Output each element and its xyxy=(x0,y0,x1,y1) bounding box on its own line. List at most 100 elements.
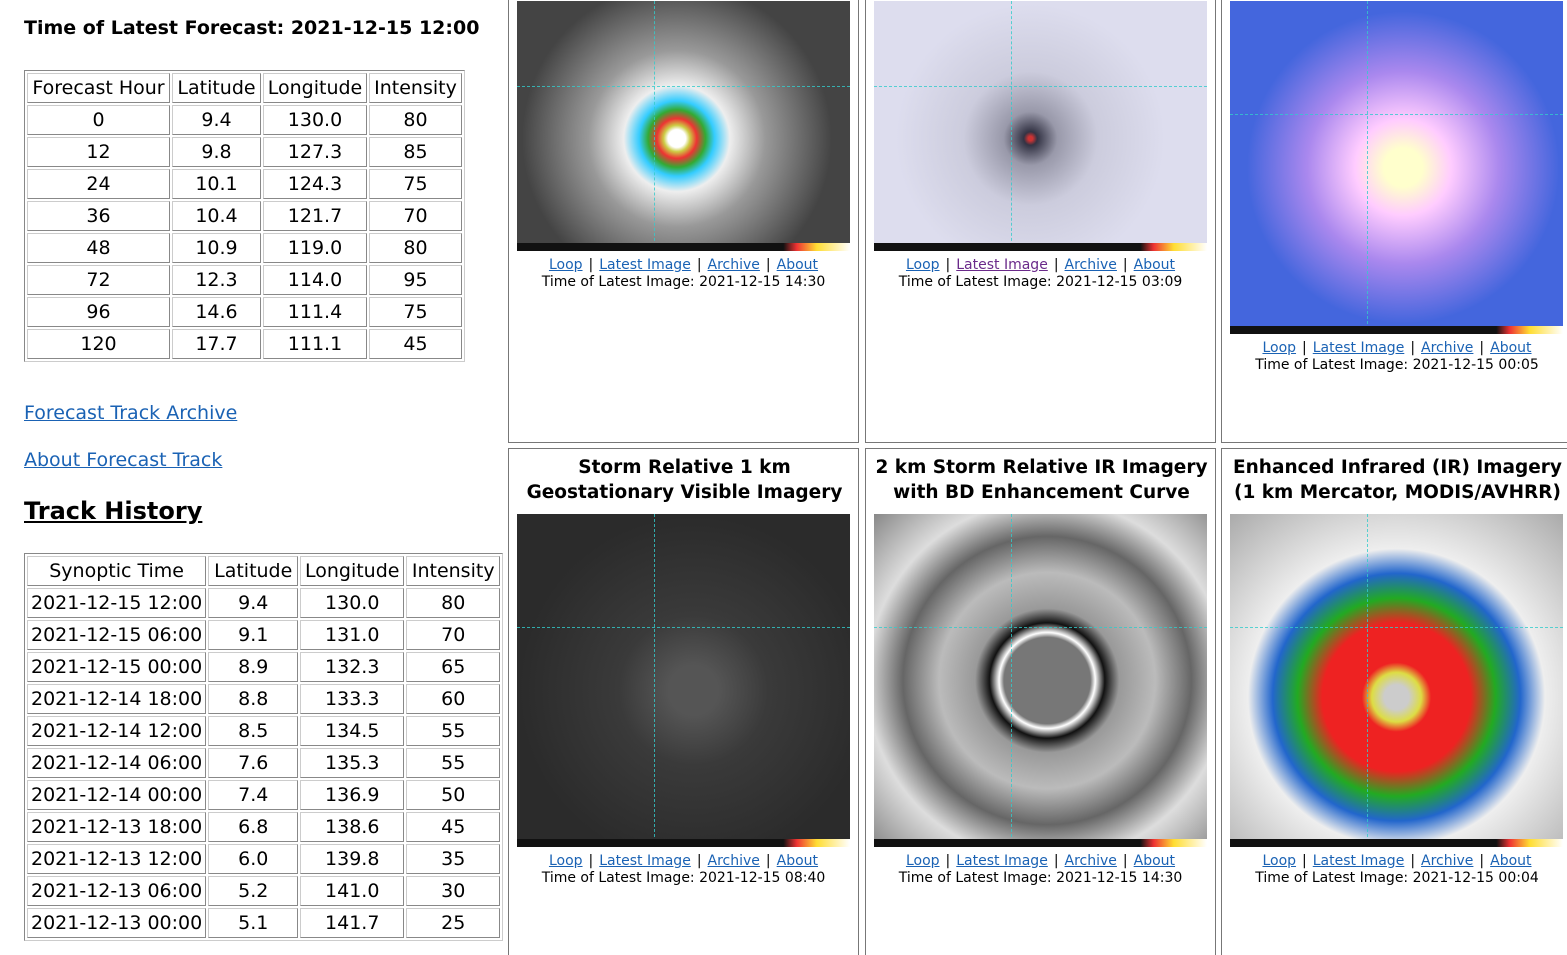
table-cell: 75 xyxy=(369,297,462,327)
table-row: 2021-12-13 06:00 5.2 141.0 30 xyxy=(27,876,501,906)
table-cell: 2021-12-14 00:00 xyxy=(27,780,207,810)
table-row: 2021-12-15 00:00 8.9 132.3 65 xyxy=(27,652,501,682)
table-cell: 45 xyxy=(406,812,501,842)
table-cell: 30 xyxy=(406,876,501,906)
satellite-image[interactable] xyxy=(1230,1,1563,334)
panel-link[interactable]: About xyxy=(776,257,819,273)
crosshair xyxy=(874,627,1207,629)
table-cell: 10.1 xyxy=(172,169,261,199)
image-caption-strip xyxy=(517,839,850,847)
table-cell: 70 xyxy=(369,201,462,231)
panel-link[interactable]: Archive xyxy=(1421,340,1474,356)
panel-link[interactable]: Latest Image xyxy=(1312,853,1405,869)
panel-link[interactable]: About xyxy=(1490,853,1532,869)
panel-link[interactable]: Latest Image xyxy=(956,853,1048,869)
table-cell: 8.5 xyxy=(208,716,299,746)
table-row: 2021-12-14 06:00 7.6 135.3 55 xyxy=(27,748,501,778)
table-cell: 131.0 xyxy=(300,620,405,650)
panel-link[interactable]: Latest Image xyxy=(599,853,691,869)
image-caption-strip xyxy=(874,243,1207,251)
latest-image-time: Time of Latest Image: 2021-12-15 08:40 xyxy=(541,870,826,886)
crosshair xyxy=(653,1,655,251)
separator: | xyxy=(1479,340,1485,356)
table-row: 120 17.7 111.1 45 xyxy=(27,329,462,359)
table-cell: 10.9 xyxy=(172,233,261,263)
table-cell: 8.9 xyxy=(208,652,299,682)
table-cell: 70 xyxy=(406,620,501,650)
panel-link[interactable]: Archive xyxy=(707,853,760,869)
latest-image-time: Time of Latest Image: 2021-12-15 00:05 xyxy=(1255,357,1539,373)
panel-link[interactable]: Loop xyxy=(548,257,583,273)
crosshair xyxy=(517,627,850,629)
image-panel: Loop | Latest Image | Archive | About Time of L… xyxy=(1221,0,1567,443)
table-cell: 111.1 xyxy=(263,329,367,359)
forecast-track-archive-link[interactable]: Forecast Track Archive xyxy=(24,402,238,424)
panel-link[interactable]: Loop xyxy=(905,853,940,869)
table-cell: 24 xyxy=(27,169,170,199)
satellite-image[interactable] xyxy=(517,514,850,847)
table-cell: 35 xyxy=(406,844,501,874)
panel-link[interactable]: About xyxy=(1133,257,1176,273)
table-row: 2021-12-13 00:00 5.1 141.7 25 xyxy=(27,908,501,938)
table-cell: 130.0 xyxy=(263,105,367,135)
panel-link[interactable]: Loop xyxy=(1262,853,1297,869)
table-cell: 141.7 xyxy=(300,908,405,938)
satellite-image[interactable] xyxy=(874,1,1207,251)
table-cell: 6.8 xyxy=(208,812,299,842)
table-cell: 111.4 xyxy=(263,297,367,327)
panel-link[interactable]: Loop xyxy=(548,853,583,869)
table-cell: 0 xyxy=(27,105,170,135)
header-cell: Longitude xyxy=(300,556,405,586)
table-cell: 135.3 xyxy=(300,748,405,778)
panel-link[interactable]: Latest Image xyxy=(599,257,691,273)
panel-link[interactable]: Archive xyxy=(1421,853,1474,869)
table-cell: 2021-12-13 00:00 xyxy=(27,908,207,938)
latest-image-time: Time of Latest Image: 2021-12-15 14:30 xyxy=(898,870,1183,886)
table-cell: 2021-12-13 06:00 xyxy=(27,876,207,906)
panel-links: Loop | Latest Image | Archive | About xyxy=(1222,340,1567,357)
panel-link[interactable]: About xyxy=(1133,853,1176,869)
track-history-table: Synoptic Time Latitude Longitude Intensity 2… xyxy=(24,553,504,941)
table-cell: 2021-12-15 06:00 xyxy=(27,620,207,650)
separator: | xyxy=(1122,853,1128,869)
panel-link[interactable]: Archive xyxy=(1064,853,1117,869)
panel-link[interactable]: Archive xyxy=(1064,257,1117,273)
table-cell: 7.6 xyxy=(208,748,299,778)
table-cell: 130.0 xyxy=(300,588,405,618)
separator: | xyxy=(765,257,771,273)
satellite-image[interactable] xyxy=(874,514,1207,847)
image-caption-strip xyxy=(1230,839,1563,847)
image-panel: Enhanced Infrared (IR) Imagery (1 km Mer… xyxy=(1221,448,1567,955)
panel-link[interactable]: Archive xyxy=(707,257,760,273)
table-cell: 2021-12-14 18:00 xyxy=(27,684,207,714)
panel-link[interactable]: Latest Image xyxy=(1312,340,1405,356)
separator: | xyxy=(1410,340,1416,356)
latest-image-time: Time of Latest Image: 2021-12-15 00:04 xyxy=(1255,870,1539,886)
panel-link[interactable]: About xyxy=(776,853,819,869)
satellite-image[interactable] xyxy=(517,1,850,251)
header-row: Forecast Hour Latitude Longitude Intensity xyxy=(27,73,462,103)
table-row: 2021-12-14 18:00 8.8 133.3 60 xyxy=(27,684,501,714)
table-row: 2021-12-15 12:00 9.4 130.0 80 xyxy=(27,588,501,618)
separator: | xyxy=(1122,257,1128,273)
satellite-image[interactable] xyxy=(1230,514,1563,847)
table-cell: 9.8 xyxy=(172,137,261,167)
table-cell: 136.9 xyxy=(300,780,405,810)
table-cell: 114.0 xyxy=(263,265,367,295)
crosshair xyxy=(653,514,655,847)
image-panel: 2 km Storm Relative IR Imagery with BD E… xyxy=(865,448,1216,955)
crosshair xyxy=(1366,1,1368,334)
panel-links: Loop | Latest Image | Archive | About xyxy=(866,853,1215,870)
panel-link[interactable]: About xyxy=(1490,340,1532,356)
about-forecast-track-link[interactable]: About Forecast Track xyxy=(24,449,223,471)
panel-link[interactable]: Loop xyxy=(1262,340,1297,356)
table-cell: 127.3 xyxy=(263,137,367,167)
table-cell: 85 xyxy=(369,137,462,167)
table-cell: 55 xyxy=(406,748,501,778)
panel-link[interactable]: Loop xyxy=(905,257,940,273)
table-cell: 119.0 xyxy=(263,233,367,263)
latest-image-time: Time of Latest Image: 2021-12-15 03:09 xyxy=(898,274,1183,290)
table-cell: 133.3 xyxy=(300,684,405,714)
table-cell: 80 xyxy=(369,105,462,135)
panel-link[interactable]: Latest Image xyxy=(956,257,1048,273)
